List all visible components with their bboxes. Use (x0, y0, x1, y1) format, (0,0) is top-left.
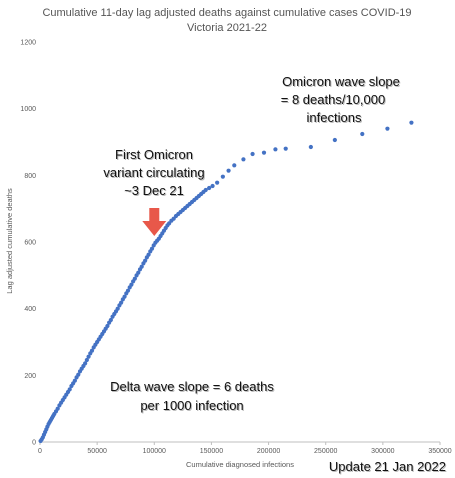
y-axis-label: Lag adjusted cumulative deaths (5, 188, 14, 294)
data-point (207, 185, 212, 191)
data-point (119, 300, 124, 305)
data-point (332, 137, 337, 143)
omicron-slope-line-1: Omicron wave slope (282, 74, 400, 89)
first-omicron-line-2: variant circulating (103, 165, 204, 180)
data-point (232, 163, 237, 168)
omicron-slope-line-2: = 8 deaths/10,000 (281, 92, 385, 107)
data-point (203, 187, 208, 193)
annotation-delta-slope: Delta wave slope = 6 deaths Delta wave s… (110, 379, 275, 414)
x-tick-label: 150000 (200, 448, 223, 455)
svg-text:infections: infections (308, 111, 363, 126)
svg-text:variant circulating: variant circulating (104, 166, 205, 181)
axes: 0 50000 100000 150000 200000 250000 300000 3500… (20, 40, 451, 456)
svg-text:First Omicron: First Omicron (116, 148, 194, 163)
data-point (220, 174, 225, 179)
x-tick-label: 200000 (257, 448, 280, 455)
data-point (409, 120, 414, 125)
chart-title: Cumulative 11-day lag adjusted deaths ag… (42, 7, 411, 19)
svg-text:Omicron wave slope: Omicron wave slope (283, 75, 401, 90)
data-point (136, 270, 141, 275)
x-tick-label: 0 (38, 448, 42, 455)
data-point (143, 258, 148, 263)
data-point (67, 387, 72, 392)
first-omicron-line-3: ~3 Dec 21 (124, 183, 184, 198)
svg-text:Delta wave slope = 6 deaths: Delta wave slope = 6 deaths (111, 380, 275, 395)
y-tick-label: 600 (24, 240, 36, 247)
data-point (241, 157, 246, 162)
data-point (308, 144, 313, 150)
chart-subtitle: Victoria 2021-22 (187, 22, 267, 34)
data-point (129, 282, 134, 287)
data-point (210, 183, 215, 189)
svg-text:Update 21 Jan 2022: Update 21 Jan 2022 (330, 460, 447, 475)
data-point (115, 306, 120, 311)
x-tick-label: 350000 (428, 448, 451, 455)
data-point (250, 151, 255, 157)
first-omicron-line-1: First Omicron (115, 147, 193, 162)
data-point (273, 147, 278, 152)
delta-slope-line-1: Delta wave slope = 6 deaths (110, 379, 274, 394)
update-note: Update 21 Jan 2022 (329, 459, 446, 474)
svg-text:~3 Dec 21: ~3 Dec 21 (125, 184, 185, 199)
y-tick-label: 1200 (20, 40, 36, 47)
data-point (84, 357, 89, 363)
data-point (122, 294, 127, 299)
x-tick-label: 250000 (314, 448, 337, 455)
data-point (226, 168, 231, 173)
svg-text:= 8 deaths/10,000: = 8 deaths/10,000 (282, 93, 386, 108)
arrow-shape (142, 208, 167, 236)
x-tick-label: 100000 (143, 448, 166, 455)
data-point (108, 317, 113, 323)
svg-text:per 1000 infection: per 1000 infection (141, 399, 244, 414)
annotation-first-omicron: First Omicron First Omicron variant circ… (103, 147, 205, 199)
data-point (105, 323, 110, 329)
omicron-slope-line-3: infections (307, 110, 362, 125)
data-point (86, 354, 91, 359)
data-point (360, 131, 365, 137)
data-point (89, 348, 95, 353)
y-tick-label: 0 (32, 440, 36, 447)
y-tick-label: 200 (24, 373, 36, 380)
y-tick-label: 1000 (20, 106, 36, 113)
data-point (149, 246, 155, 251)
data-point (125, 288, 131, 293)
x-axis-label: Cumulative diagnosed infections (186, 460, 294, 469)
data-point (72, 378, 77, 383)
data-point (215, 180, 220, 185)
y-tick-label: 400 (24, 306, 36, 313)
data-point (139, 264, 144, 269)
data-point (283, 146, 288, 151)
x-tick-label: 50000 (87, 448, 107, 455)
data-point (385, 126, 390, 131)
data-point (132, 276, 137, 281)
data-point (83, 361, 88, 366)
delta-slope-line-2: per 1000 infection (140, 398, 243, 413)
data-points (38, 120, 414, 444)
y-tick-label: 800 (24, 173, 36, 180)
x-tick-label: 300000 (371, 448, 394, 455)
data-point (55, 406, 60, 411)
data-point (261, 150, 267, 155)
data-point (76, 372, 81, 377)
data-point (146, 252, 151, 257)
annotation-update: Update 21 Jan 2022 Update 21 Jan 2022 (329, 459, 447, 475)
omicron-arrow (142, 208, 167, 236)
annotation-omicron-slope: Omicron wave slope Omicron wave slope = … (281, 74, 401, 126)
